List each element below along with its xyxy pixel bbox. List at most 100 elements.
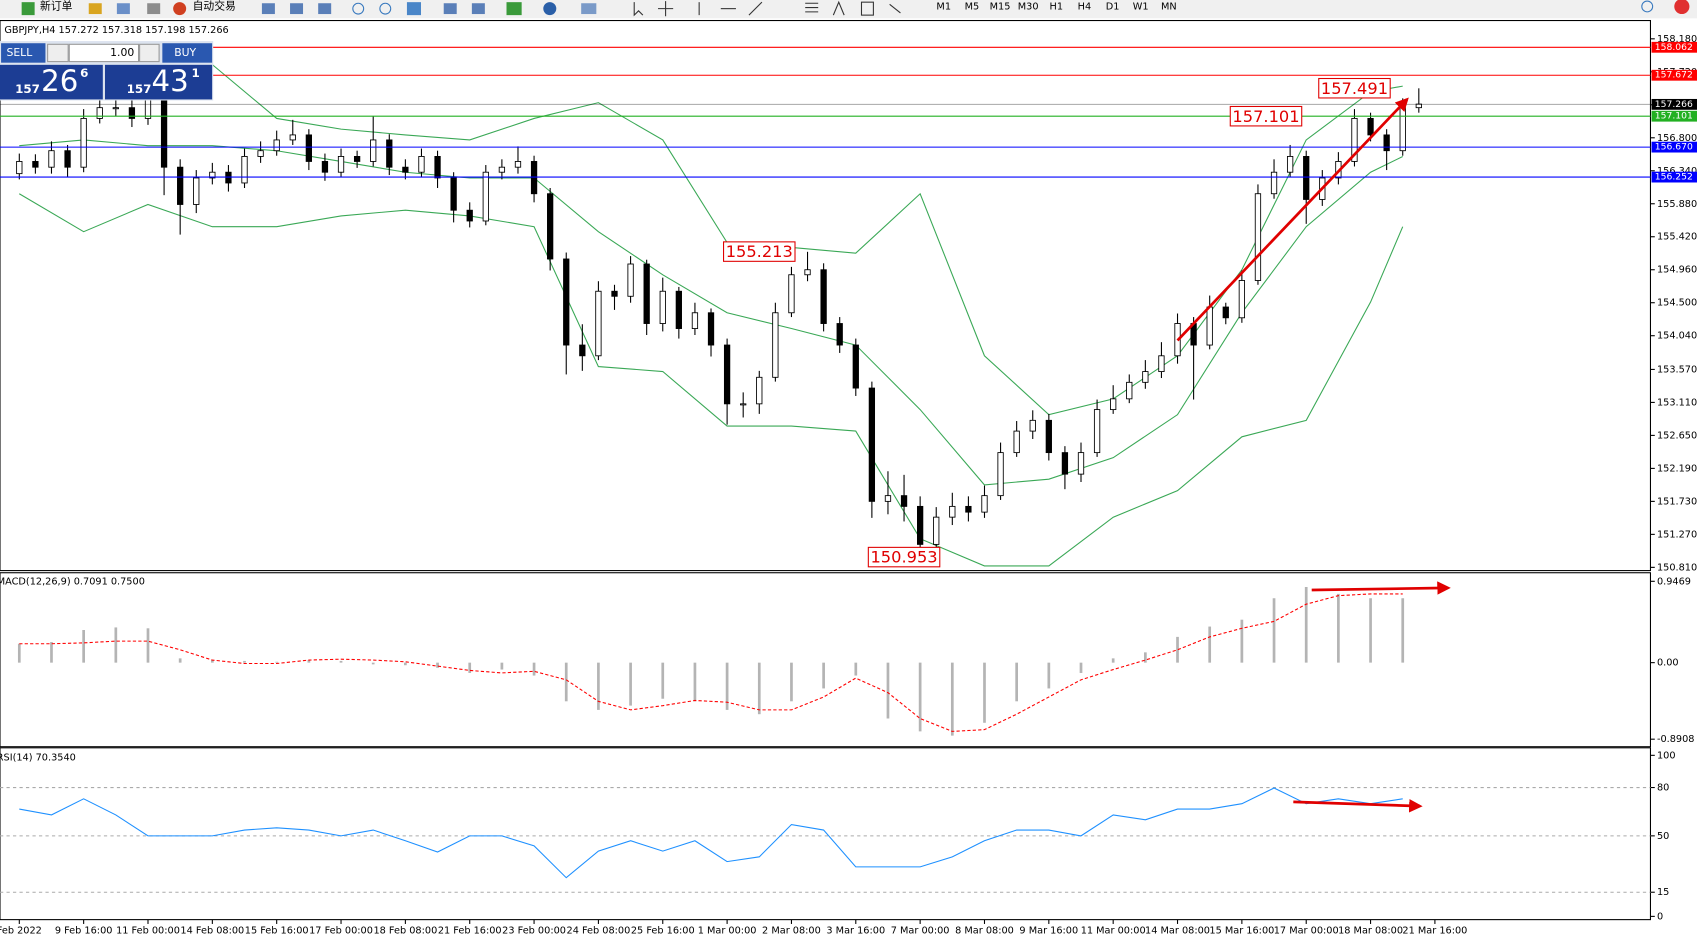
candle-body xyxy=(1367,117,1374,136)
candle-body xyxy=(337,156,345,173)
macd-panel-frame xyxy=(0,572,1652,748)
fibo-tool[interactable] xyxy=(805,2,819,13)
bollinger-band xyxy=(18,193,1404,567)
new-order-icon[interactable] xyxy=(21,2,35,16)
indicator-icon[interactable] xyxy=(506,2,522,16)
price-level-tag xyxy=(1651,110,1697,122)
x-tick-label: 21 Mar 16:00 xyxy=(1402,925,1467,936)
candle-body xyxy=(933,516,940,545)
toolbar: 新订单 自动交易 M1 M5 M15 M30 H1 H4 D1 W1 MN xyxy=(0,0,1697,19)
search[interactable] xyxy=(1641,0,1654,13)
x-tick-label: 2 Mar 08:00 xyxy=(762,925,821,936)
crosshair-tool[interactable] xyxy=(658,1,674,17)
tool-icon[interactable] xyxy=(471,3,485,15)
candle-body xyxy=(1077,452,1085,475)
ask-main: 43 xyxy=(152,64,189,98)
bid-box[interactable] xyxy=(0,64,103,100)
sell-button[interactable] xyxy=(1,43,46,63)
lot-value[interactable]: 1.00 xyxy=(110,46,134,59)
timeframe[interactable]: D1 xyxy=(1106,1,1120,12)
candle-body xyxy=(1270,171,1278,195)
timeframe[interactable]: H1 xyxy=(1050,1,1064,12)
candle-body xyxy=(1351,117,1358,162)
buy-button[interactable] xyxy=(162,43,213,63)
sell-label[interactable]: SELL xyxy=(6,46,32,59)
cursor-tool[interactable] xyxy=(633,2,644,17)
indicator-title: RSI(14) 70.3540 xyxy=(0,753,76,764)
x-tick-label: 11 Feb 00:00 xyxy=(116,925,180,936)
arrow-tool[interactable] xyxy=(889,3,901,14)
y-tick-label: 153.110 xyxy=(1657,397,1697,408)
candle-body xyxy=(498,166,506,173)
candle-body xyxy=(547,193,554,260)
x-tick-label: 14 Feb 08:00 xyxy=(180,925,244,936)
ask-box[interactable] xyxy=(104,64,213,100)
buy-label[interactable]: BUY xyxy=(174,46,196,59)
tool-icon[interactable] xyxy=(318,3,332,15)
lot-up[interactable] xyxy=(139,43,160,63)
zoom-in[interactable] xyxy=(352,2,365,15)
lot-down[interactable] xyxy=(47,43,69,63)
candle-body xyxy=(193,177,200,205)
candle-body xyxy=(305,134,312,162)
toolbar-bg xyxy=(0,0,1697,19)
text-tool[interactable] xyxy=(832,0,845,16)
x-tick-label: 17 Feb 00:00 xyxy=(309,925,373,936)
candle-body xyxy=(659,290,666,324)
label-tool[interactable] xyxy=(860,1,874,16)
timeframe[interactable]: H4 xyxy=(1078,1,1092,12)
candle-body xyxy=(788,274,795,314)
price-level-tag xyxy=(1651,69,1697,81)
tool-icon[interactable] xyxy=(147,3,161,15)
timeframe[interactable]: M30 xyxy=(1018,1,1039,12)
timeframe[interactable]: M1 xyxy=(936,1,951,12)
zoom-out[interactable] xyxy=(379,2,392,15)
bid-main: 26 xyxy=(41,64,78,98)
tool-icon[interactable] xyxy=(261,3,275,15)
y-tick-label: 100 xyxy=(1657,750,1676,761)
timeframe[interactable]: M5 xyxy=(965,1,980,12)
y-tick-label: 152.650 xyxy=(1657,430,1697,441)
candle-body xyxy=(1029,419,1036,432)
new-order[interactable]: 新订单 xyxy=(40,0,73,12)
candle-body xyxy=(595,290,602,357)
auto-trading[interactable]: 自动交易 xyxy=(193,0,236,12)
timeframe[interactable]: M15 xyxy=(990,1,1011,12)
tool-icon[interactable] xyxy=(290,3,304,15)
candle-body xyxy=(402,166,409,173)
x-tick-label: 17 Mar 00:00 xyxy=(1274,925,1339,936)
candle-body xyxy=(675,290,682,329)
template-icon[interactable] xyxy=(581,3,597,15)
bollinger-band xyxy=(19,139,1403,486)
candle-body xyxy=(16,161,23,175)
timeframe[interactable]: W1 xyxy=(1133,1,1149,12)
price-level-label: 156.670 xyxy=(1655,142,1693,153)
period-icon[interactable] xyxy=(543,2,557,16)
trendline-tool[interactable] xyxy=(748,1,763,16)
candle-body xyxy=(370,139,377,162)
candle-body xyxy=(900,495,908,507)
y-tick-label: 0 xyxy=(1657,911,1663,922)
timeframe[interactable]: MN xyxy=(1161,1,1177,12)
x-tick-label: 11 Mar 00:00 xyxy=(1081,925,1146,936)
x-tick-label: 1 Mar 00:00 xyxy=(698,925,757,936)
tile-icon[interactable] xyxy=(406,2,422,16)
price-annotation: 157.101 xyxy=(1232,107,1299,126)
lot-input[interactable] xyxy=(68,43,140,63)
tool-icon[interactable] xyxy=(116,3,130,15)
x-tick-label: 25 Feb 16:00 xyxy=(631,925,695,936)
candle-body xyxy=(386,139,393,168)
tool-icon[interactable] xyxy=(88,3,102,15)
y-tick-label: 152.190 xyxy=(1657,463,1697,474)
macd-signal xyxy=(19,593,1403,732)
candle-body xyxy=(482,171,489,222)
candle-body xyxy=(32,161,39,168)
price-level-label: 157.672 xyxy=(1655,70,1693,81)
tool-icon[interactable] xyxy=(443,3,457,15)
candle-body xyxy=(289,134,296,141)
auto-trading-icon[interactable] xyxy=(173,2,187,16)
x-tick-label: 18 Feb 08:00 xyxy=(373,925,437,936)
y-tick-label: 154.500 xyxy=(1657,298,1697,309)
notifications[interactable] xyxy=(1674,0,1690,15)
